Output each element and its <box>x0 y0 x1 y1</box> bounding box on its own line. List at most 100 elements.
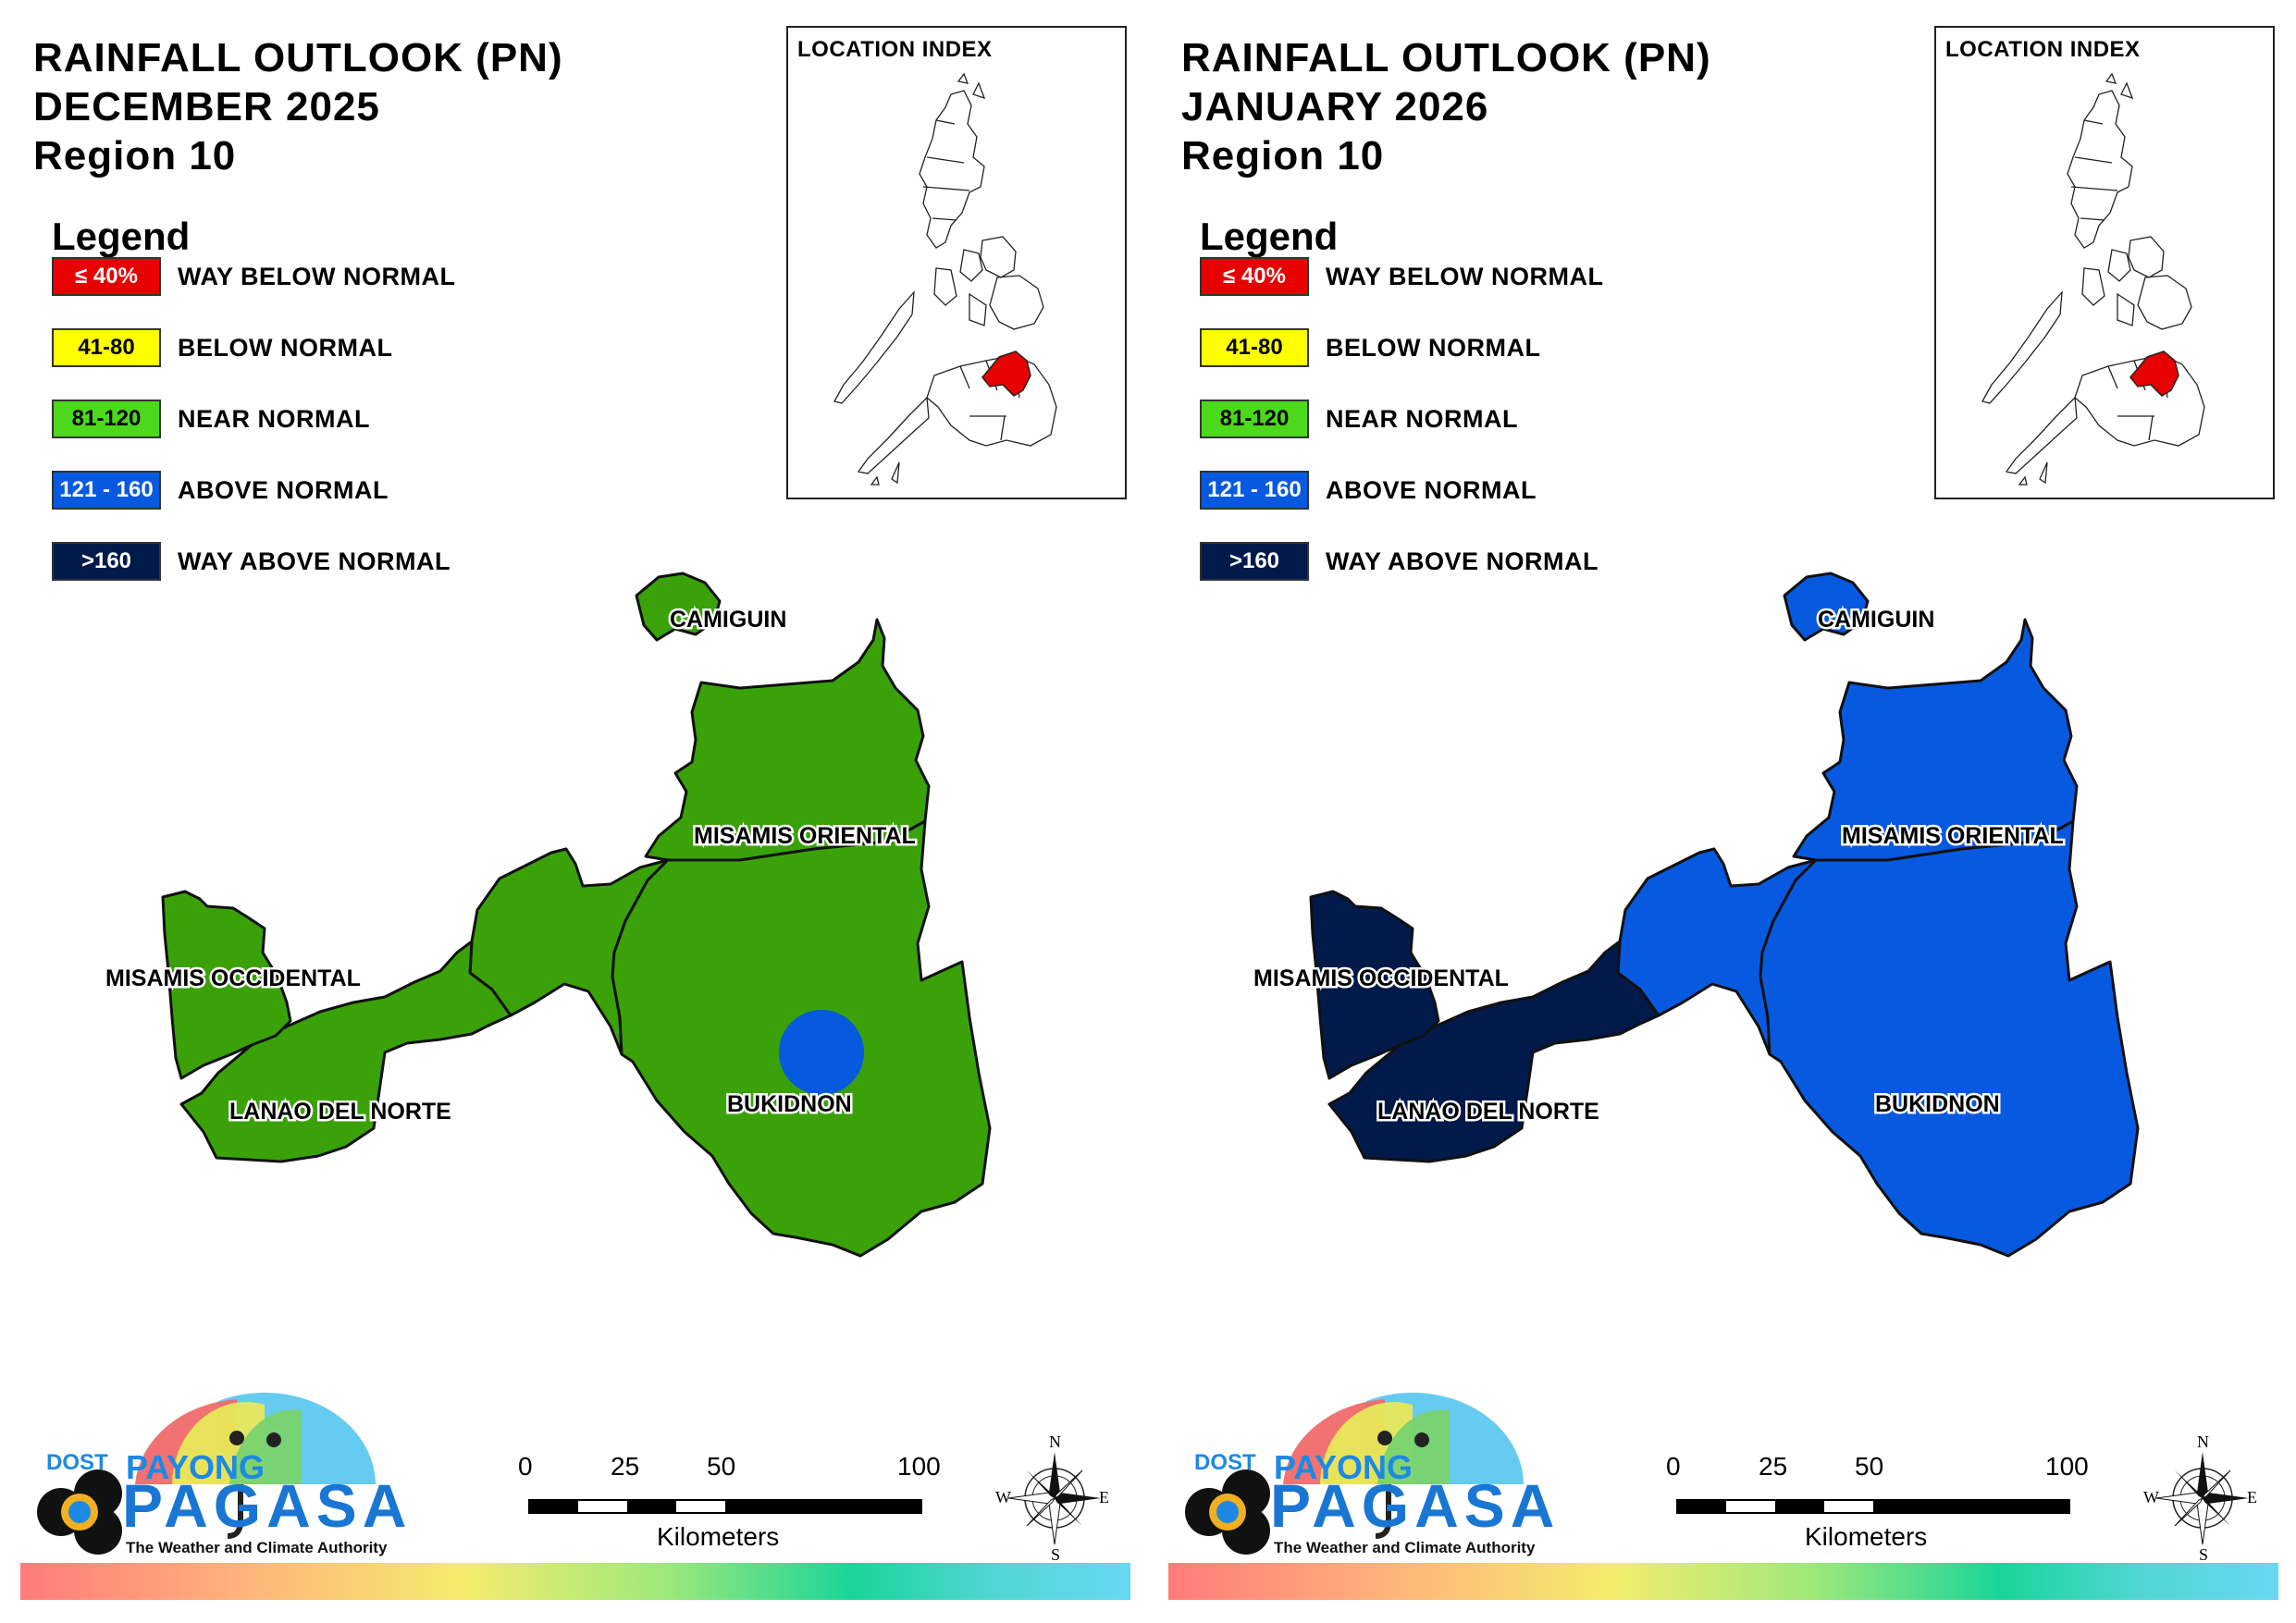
misamis-occidental-label: MISAMIS OCCIDENTAL <box>1253 965 1509 991</box>
legend-item: >160 WAY ABOVE NORMAL <box>1200 542 1625 583</box>
logo-payong: PAYONG <box>1274 1448 1413 1486</box>
legend-item: >160 WAY ABOVE NORMAL <box>52 542 477 583</box>
legend-label: WAY ABOVE NORMAL <box>1326 547 1599 575</box>
misamis-oriental-province <box>644 618 931 862</box>
title-line3: Region 10 <box>1181 133 1385 178</box>
compass-e: E <box>2247 1488 2257 1506</box>
title-line2: JANUARY 2026 <box>1181 84 1489 129</box>
philippines-outline <box>1981 72 2205 486</box>
compass-n: N <box>2197 1432 2209 1451</box>
legend-swatch: 121 - 160 <box>1200 471 1309 510</box>
scale-tick-25: 25 <box>1759 1452 1788 1481</box>
pagasa-logo <box>1185 1392 1524 1555</box>
camiguin-province <box>1783 572 1870 642</box>
legend-item: 41-80 BELOW NORMAL <box>1200 328 1625 369</box>
compass-w: W <box>2143 1488 2159 1506</box>
lanao-del-norte-label: LANAO DEL NORTE <box>229 1099 451 1125</box>
misamis-occidental-province <box>161 890 292 1080</box>
inset-title: LOCATION INDEX <box>1945 37 2141 62</box>
outlook-panel-january: RAINFALL OUTLOOK (PN) JANUARY 2026 Regio… <box>1148 0 2296 1623</box>
region-10-map: CAMIGUIN MISAMIS ORIENTAL MISAMIS OCCIDE… <box>104 572 992 1258</box>
legend-label: ABOVE NORMAL <box>1326 476 1537 504</box>
legend-label: NEAR NORMAL <box>1326 405 1518 433</box>
legend-item: 81-120 NEAR NORMAL <box>52 400 477 440</box>
compass-n: N <box>1049 1432 1061 1451</box>
lanao-del-norte-west <box>179 940 512 1163</box>
logo-tagline: The Weather and Climate Authority <box>126 1539 388 1556</box>
logo-dost: DOST <box>1194 1450 1256 1475</box>
logo-payong: PAYONG <box>126 1448 265 1486</box>
misamis-oriental-label: MISAMIS ORIENTAL <box>1842 823 2064 849</box>
lanao-del-norte-label: LANAO DEL NORTE <box>1377 1099 1599 1125</box>
compass-rose-icon <box>2155 1452 2249 1545</box>
camiguin-label: CAMIGUIN <box>1818 607 1934 633</box>
legend-swatch: ≤ 40% <box>52 257 161 296</box>
pagasa-logo <box>37 1392 376 1555</box>
camiguin-province <box>635 572 722 642</box>
legend-item: 41-80 BELOW NORMAL <box>52 328 477 369</box>
compass-e: E <box>1099 1488 1109 1506</box>
compass-s: S <box>2199 1545 2209 1564</box>
legend-swatch: 41-80 <box>52 328 161 367</box>
logo-tagline: The Weather and Climate Authority <box>1274 1539 1536 1556</box>
scale-tick-50: 50 <box>1855 1452 1884 1481</box>
north-arrow: N S E W <box>995 1432 1110 1564</box>
region-10-map: CAMIGUIN MISAMIS ORIENTAL MISAMIS OCCIDE… <box>1252 572 2140 1258</box>
misamis-oriental-label: MISAMIS ORIENTAL <box>694 823 916 849</box>
legend-swatch: 121 - 160 <box>52 471 161 510</box>
scale-tick-100: 100 <box>897 1452 941 1481</box>
legend-label: WAY BELOW NORMAL <box>1326 263 1604 290</box>
legend-label: WAY ABOVE NORMAL <box>178 547 451 575</box>
legend-label: NEAR NORMAL <box>178 405 370 433</box>
philippines-outline <box>833 72 1057 486</box>
inset-title: LOCATION INDEX <box>797 37 993 62</box>
legend-swatch: 81-120 <box>1200 400 1309 438</box>
compass-rose-icon <box>1007 1452 1101 1545</box>
legend-swatch: 41-80 <box>1200 328 1309 367</box>
lanao-del-norte-west <box>1327 940 1660 1163</box>
misamis-occidental-label: MISAMIS OCCIDENTAL <box>105 965 361 991</box>
legend-item: 121 - 160 ABOVE NORMAL <box>1200 471 1625 511</box>
location-index-inset: LOCATION INDEX <box>786 26 1127 499</box>
legend-label: BELOW NORMAL <box>1326 334 1541 362</box>
bukidnon-above-normal-area <box>779 1010 864 1095</box>
camiguin-label: CAMIGUIN <box>670 607 786 633</box>
region-10-highlight <box>981 350 1031 397</box>
logo-dost: DOST <box>46 1450 108 1475</box>
misamis-occidental-province <box>1309 890 1440 1080</box>
map-title: RAINFALL OUTLOOK (PN) DECEMBER 2025 Regi… <box>33 33 563 180</box>
title-line2: DECEMBER 2025 <box>33 84 380 129</box>
logo-pagasa: PAGASA <box>122 1471 413 1540</box>
scale-bar-graphic <box>1676 1499 2070 1514</box>
legend-swatch: 81-120 <box>52 400 161 438</box>
scale-tick-0: 0 <box>518 1452 533 1481</box>
scale-unit: Kilometers <box>1805 1522 1928 1551</box>
bukidnon-label: BUKIDNON <box>727 1091 852 1117</box>
legend-swatch: ≤ 40% <box>1200 257 1309 296</box>
scale-bar: 0 25 50 100 Kilometers <box>1666 1452 2092 1563</box>
region-10-highlight <box>2129 350 2179 397</box>
legend-title: Legend <box>52 215 191 258</box>
scale-tick-100: 100 <box>2045 1452 2089 1481</box>
compass-w: W <box>995 1488 1011 1506</box>
outlook-panel-december: RAINFALL OUTLOOK (PN) DECEMBER 2025 Regi… <box>20 26 1130 1600</box>
map-title: RAINFALL OUTLOOK (PN) JANUARY 2026 Regio… <box>1181 33 1711 180</box>
legend-label: WAY BELOW NORMAL <box>178 263 456 290</box>
bukidnon-label: BUKIDNON <box>1875 1091 2000 1117</box>
title-line1: RAINFALL OUTLOOK (PN) <box>1181 35 1711 80</box>
compass-s: S <box>1051 1545 1061 1564</box>
legend-item: ≤ 40% WAY BELOW NORMAL <box>1200 257 1625 298</box>
scale-bar: 0 25 50 100 Kilometers <box>518 1452 944 1563</box>
legend-label: BELOW NORMAL <box>178 334 393 362</box>
legend-swatch: >160 <box>52 542 161 581</box>
color-gradient-bar <box>1168 1563 2278 1600</box>
legend-item: ≤ 40% WAY BELOW NORMAL <box>52 257 477 298</box>
legend-title: Legend <box>1200 215 1339 258</box>
title-line3: Region 10 <box>33 133 237 178</box>
legend-swatch: >160 <box>1200 542 1309 581</box>
misamis-oriental-province <box>1792 618 2079 862</box>
legend-item: 121 - 160 ABOVE NORMAL <box>52 471 477 511</box>
scale-unit: Kilometers <box>657 1522 780 1551</box>
color-gradient-bar <box>20 1563 1130 1600</box>
title-line1: RAINFALL OUTLOOK (PN) <box>33 35 563 80</box>
